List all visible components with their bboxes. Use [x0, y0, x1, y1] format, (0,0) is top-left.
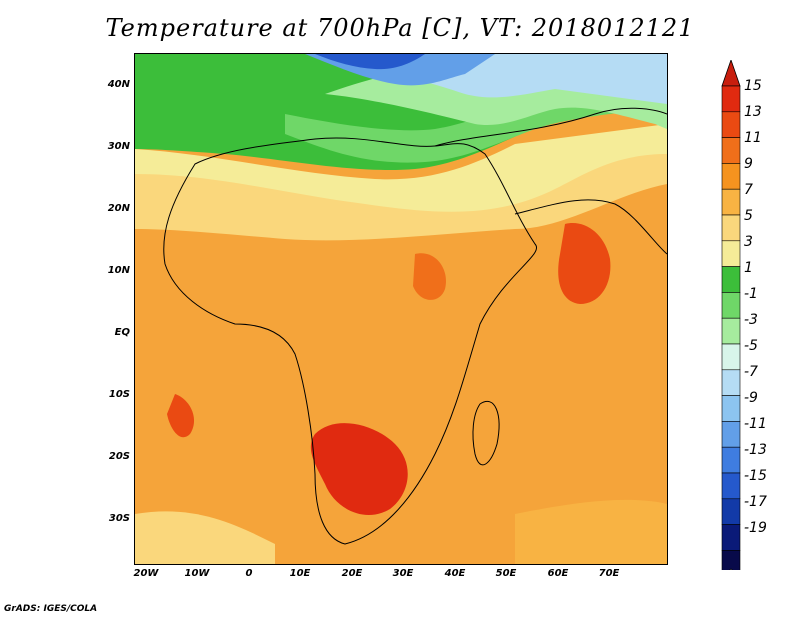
hot-patch-atlantic: [167, 394, 195, 438]
colorbar-label-7: 7: [744, 182, 753, 198]
colorbar-label-9: 9: [744, 156, 753, 172]
coastline-north: [434, 107, 667, 147]
yellow-band: [135, 147, 667, 241]
colorbar-segment: [721, 472, 741, 500]
lat-label-eq: EQ: [114, 327, 130, 338]
colorbar-segment: [721, 85, 741, 113]
colorbar-label-m11: -11: [744, 416, 767, 432]
lat-label-40n: 40N: [107, 79, 130, 90]
colorbar-label-13: 13: [744, 104, 762, 120]
lat-label-20s: 20S: [108, 451, 130, 462]
southeast-cool: [515, 499, 667, 564]
colorbar-label-m3: -3: [744, 312, 758, 328]
warm-patch-central: [413, 253, 446, 300]
southwest-cool: [135, 511, 275, 564]
lat-label-30s: 30S: [108, 513, 130, 524]
coastline-arabia: [514, 199, 667, 255]
lon-label-30e: 30E: [392, 568, 414, 579]
lat-label-30n: 30N: [107, 141, 130, 152]
colorbar-under-arrow: [729, 568, 733, 570]
hot-patch-south: [310, 423, 408, 515]
colorbar-segment: [721, 266, 741, 293]
colorbar-segment: [721, 343, 741, 371]
colorbar-label-m5: -5: [744, 338, 758, 354]
lon-label-20w: 20W: [133, 568, 159, 579]
colorbar-segment: [721, 111, 741, 138]
colorbar-label-15: 15: [744, 78, 762, 94]
colorbar: [721, 60, 741, 570]
colorbar-label-m15: -15: [744, 468, 767, 484]
colorbar-segment: [721, 421, 741, 448]
colorbar-segment: [721, 446, 741, 474]
lon-label-20e: 20E: [341, 568, 363, 579]
colorbar-label-m9: -9: [744, 390, 758, 406]
colorbar-segment: [721, 292, 741, 319]
pale-band: [135, 124, 667, 212]
colorbar-label-m1: -1: [744, 286, 758, 302]
colorbar-segment: [721, 550, 741, 570]
lon-label-0: 0: [245, 568, 253, 579]
africa-outline: [163, 137, 538, 545]
colorbar-label-11: 11: [744, 130, 762, 146]
colorbar-label-m7: -7: [744, 364, 758, 380]
temperature-map: [134, 53, 668, 565]
colorbar-segment: [721, 163, 741, 190]
lat-label-10s: 10S: [108, 389, 130, 400]
colorbar-segment: [721, 188, 741, 216]
colorbar-segment: [721, 498, 741, 525]
colorbar-label-3: 3: [744, 234, 753, 250]
map-canvas: [135, 54, 667, 564]
colorbar-segment: [721, 369, 741, 396]
colorbar-segment: [721, 524, 741, 551]
coldest-zone: [315, 54, 425, 70]
hot-patch-arabian-sea: [558, 223, 611, 304]
colorbar-segment: [721, 240, 741, 267]
lon-label-60e: 60E: [547, 568, 569, 579]
colorbar-label-m19: -19: [744, 520, 767, 536]
colorbar-label-1: 1: [744, 260, 753, 276]
lat-label-20n: 20N: [107, 203, 130, 214]
lon-label-10e: 10E: [289, 568, 311, 579]
colorbar-over-arrow: [721, 60, 741, 87]
lon-label-50e: 50E: [495, 568, 517, 579]
colorbar-label-5: 5: [744, 208, 753, 224]
footer-credit: GrADS: IGES/COLA: [4, 604, 98, 614]
lon-label-10w: 10W: [184, 568, 210, 579]
colorbar-label-m13: -13: [744, 442, 767, 458]
colorbar-segment: [721, 214, 741, 242]
colorbar-segment: [721, 395, 741, 422]
lat-label-10n: 10N: [107, 265, 130, 276]
madagascar-outline: [472, 401, 500, 466]
colorbar-label-m17: -17: [744, 494, 767, 510]
lon-label-70e: 70E: [598, 568, 620, 579]
colorbar-segment: [721, 317, 741, 345]
colorbar-segment: [721, 137, 741, 164]
chart-title: Temperature at 700hPa [C], VT: 201801212…: [105, 14, 695, 42]
lon-label-40e: 40E: [444, 568, 466, 579]
